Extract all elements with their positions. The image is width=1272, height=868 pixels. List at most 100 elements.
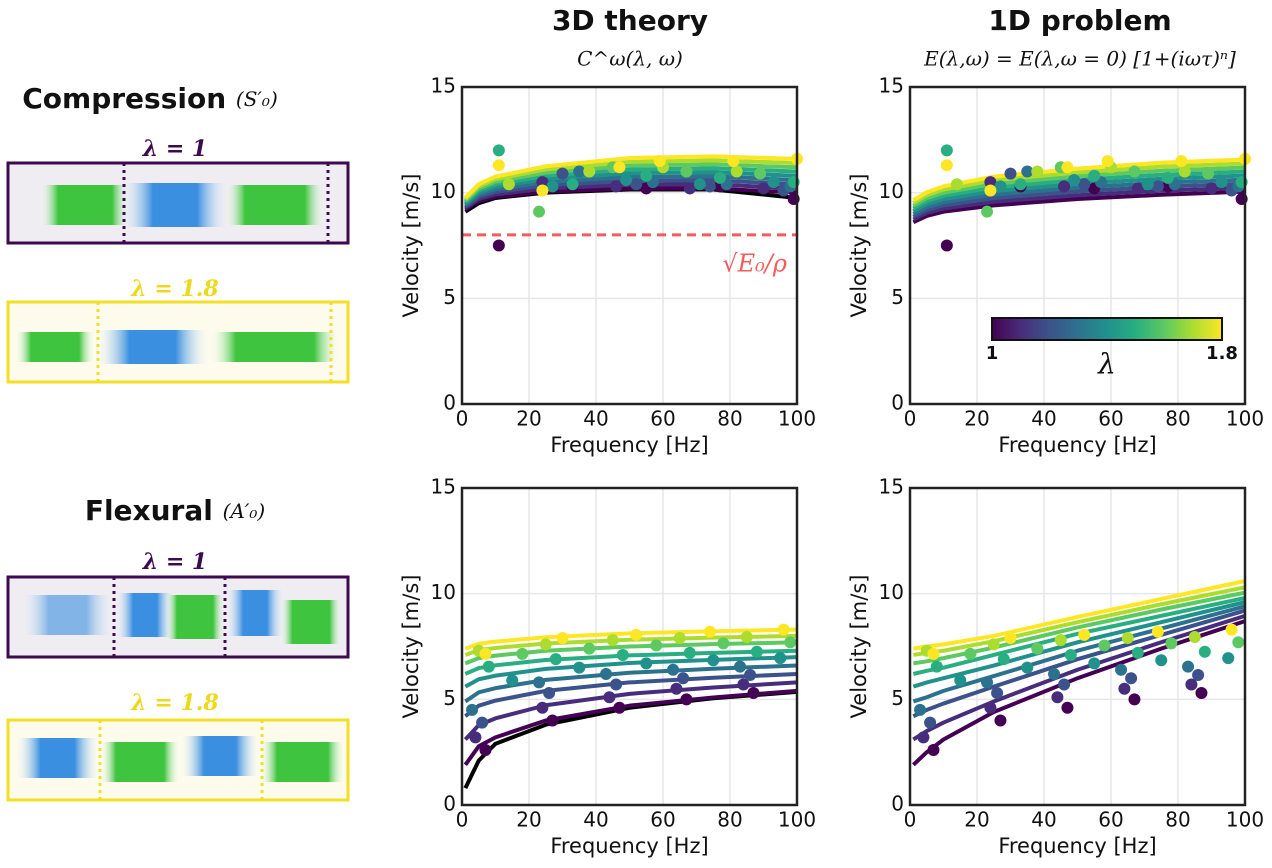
measurement-point	[640, 169, 653, 182]
measurement-point	[536, 184, 549, 197]
measurement-point	[984, 176, 997, 189]
measurement-point	[1051, 691, 1064, 704]
x-tick-label: 60	[650, 407, 675, 431]
measurement-point	[573, 661, 586, 674]
measurement-point	[606, 634, 619, 647]
x-tick-label: 0	[456, 808, 469, 832]
measurement-point	[940, 144, 953, 157]
measurement-point	[1088, 657, 1101, 670]
mode-diagram	[6, 300, 350, 384]
measurement-point	[1131, 182, 1144, 195]
measurement-point	[1232, 636, 1245, 649]
x-axis-label: Frequency [Hz]	[550, 834, 708, 858]
measurement-point	[1195, 686, 1208, 699]
x-tick-label: 100	[1226, 407, 1264, 431]
measurement-point	[1078, 178, 1091, 191]
curve	[463, 688, 798, 767]
measurement-point	[940, 239, 953, 252]
measurement-point	[1088, 169, 1101, 182]
y-axis-label: Velocity [m/s]	[847, 174, 871, 318]
measurement-point	[991, 686, 1004, 699]
measurement-point	[1031, 642, 1044, 655]
x-tick-label: 20	[964, 808, 989, 832]
measurement-point	[1061, 161, 1074, 174]
measurement-point	[767, 176, 780, 189]
x-tick-label: 40	[1031, 808, 1056, 832]
mode-name: Flexural	[85, 494, 213, 527]
measurement-point	[613, 161, 626, 174]
y-tick-label: 0	[443, 792, 456, 816]
y-tick-label: 0	[891, 391, 904, 415]
measurement-point	[603, 691, 616, 704]
curve	[464, 648, 798, 676]
colorbar-label: λ	[1097, 348, 1116, 381]
y-tick-label: 10	[431, 179, 456, 203]
measurement-point	[1021, 661, 1034, 674]
mode-diagram	[6, 718, 350, 802]
curve	[912, 189, 1246, 225]
x-tick-label: 100	[778, 808, 816, 832]
y-tick-label: 10	[879, 179, 904, 203]
measurement-point	[630, 178, 643, 191]
measurement-point	[600, 667, 613, 680]
measurement-point	[546, 714, 559, 727]
measurement-point	[950, 178, 963, 191]
measurement-point	[502, 178, 515, 191]
x-tick-label: 60	[650, 808, 675, 832]
measurement-point	[566, 178, 579, 191]
x-tick-label: 100	[1226, 808, 1264, 832]
measurement-point	[757, 182, 770, 195]
measurement-point	[539, 638, 552, 651]
measurement-point	[1061, 701, 1074, 714]
mode-symbol: (A′₀)	[223, 499, 266, 523]
measurement-point	[1128, 693, 1141, 706]
measurement-point	[693, 178, 706, 191]
case-label: λ = 1.8	[130, 690, 218, 716]
x-tick-label: 80	[717, 808, 742, 832]
x-tick-label: 40	[583, 808, 608, 832]
measurement-point	[994, 180, 1007, 193]
measurement-point	[1215, 176, 1228, 189]
measurement-point	[1151, 625, 1164, 638]
measurement-point	[680, 165, 693, 178]
measurement-point	[777, 623, 790, 636]
measurement-point	[1175, 154, 1188, 167]
measurement-point	[1058, 678, 1071, 691]
x-tick-label: 40	[583, 407, 608, 431]
y-tick-label: 0	[891, 792, 904, 816]
chart-subtitle: C^ω(λ, ω)	[577, 47, 683, 71]
measurement-point	[1078, 628, 1091, 641]
measurement-point	[713, 171, 726, 184]
measurement-point	[997, 653, 1010, 666]
measurement-point	[1225, 623, 1238, 636]
measurement-point	[984, 184, 997, 197]
x-tick-label: 20	[516, 407, 541, 431]
curve	[463, 154, 798, 200]
measurement-point	[734, 660, 747, 673]
x-tick-label: 80	[1165, 808, 1190, 832]
measurement-point	[994, 714, 1007, 727]
y-tick-label: 15	[431, 475, 456, 499]
measurement-point	[1155, 654, 1168, 667]
curve	[912, 600, 1246, 689]
measurement-point	[984, 701, 997, 714]
measurement-point	[784, 636, 797, 649]
measurement-point	[930, 660, 943, 673]
x-axis-label: Frequency [Hz]	[550, 433, 708, 457]
measurement-point	[506, 674, 519, 687]
y-tick-label: 5	[443, 686, 456, 710]
mode-diagram	[6, 161, 350, 245]
measurement-point	[516, 647, 529, 660]
measurement-point	[1151, 180, 1164, 193]
x-tick-label: 0	[904, 407, 917, 431]
mode-title: Compression (S′₀)	[22, 82, 278, 115]
x-tick-label: 60	[1098, 407, 1123, 431]
y-axis-label: Velocity [m/s]	[847, 575, 871, 719]
measurement-point	[1004, 167, 1017, 180]
case-label: λ = 1	[142, 549, 208, 575]
measurement-point	[543, 686, 556, 699]
measurement-point	[1161, 171, 1174, 184]
measurement-point	[683, 646, 696, 659]
measurement-point	[673, 632, 686, 645]
measurement-point	[1101, 154, 1114, 167]
